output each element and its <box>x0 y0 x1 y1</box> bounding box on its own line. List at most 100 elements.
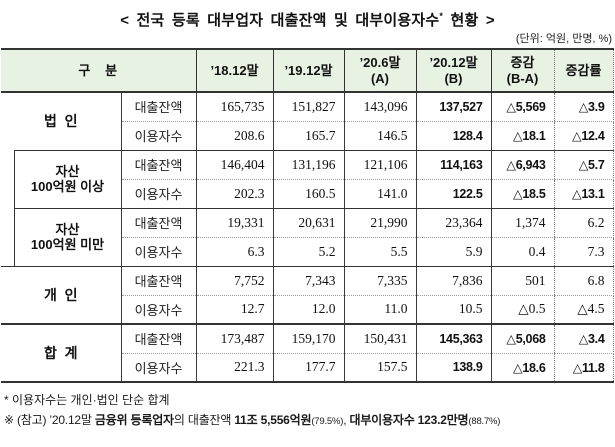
cell: 146,404 <box>195 150 273 180</box>
col-header-1812: ’18.12말 <box>195 48 273 93</box>
row-corporation-users: 이용자수 208.6 165.7 146.5 128.4 △18.1 △12.4 <box>1 121 614 151</box>
sub-label: 이용자수 <box>120 237 196 267</box>
cell: △3.4 <box>553 324 614 354</box>
cell: △5,068 <box>490 324 554 354</box>
row-asset-over-users: 이용자수 202.3 160.5 141.0 122.5 △18.5 △13.1 <box>1 179 614 209</box>
cell: 202.3 <box>195 179 273 209</box>
row-total-users: 이용자수 221.3 177.7 157.5 138.9 △18.6 △11.8 <box>1 353 614 383</box>
loan-balance-table: 구 분 ’18.12말 ’19.12말 ’20.6말 (A) ’20.12말 (B)… <box>1 48 614 383</box>
table-header-row: 구 분 ’18.12말 ’19.12말 ’20.6말 (A) ’20.12말 (B)… <box>1 48 614 93</box>
cell: 7,752 <box>195 266 273 296</box>
sub-label: 대출잔액 <box>120 208 196 238</box>
cell: △18.1 <box>490 121 554 151</box>
cell: 121,106 <box>343 150 416 180</box>
cell: 0.4 <box>490 237 554 267</box>
cell: 6.2 <box>553 208 614 238</box>
col-header-2006-a: ’20.6말 (A) <box>343 48 416 93</box>
cell: 131,196 <box>272 150 344 180</box>
group-label-individual: 개 인 <box>1 266 121 325</box>
cell: 1,374 <box>490 208 554 238</box>
cell: △4.5 <box>553 295 614 325</box>
sub-label: 대출잔액 <box>120 150 196 180</box>
cell: 145,363 <box>415 324 491 354</box>
cell: △3.9 <box>553 92 614 122</box>
title-footnote-marker: * <box>439 11 444 21</box>
sub-label: 이용자수 <box>120 121 196 151</box>
group-label-corporation: 법 인 <box>43 113 78 130</box>
cell: 157.5 <box>343 353 416 383</box>
cell: 7,343 <box>272 266 344 296</box>
cell: 137,527 <box>415 92 491 122</box>
unit-note: (단위: 억원, 만명, %) <box>515 33 612 45</box>
cell: 160.5 <box>272 179 344 209</box>
cell: 173,487 <box>195 324 273 354</box>
cell: 177.7 <box>272 353 344 383</box>
cell: 23,364 <box>415 208 491 238</box>
cell: 143,096 <box>343 92 416 122</box>
page-title: < 전국 등록 대부업자 대출잔액 및 대부이용자수* 현황 > <box>0 6 615 31</box>
cell: 20,631 <box>272 208 344 238</box>
indent-cell <box>1 150 15 267</box>
cell: 7,335 <box>343 266 416 296</box>
cell: 6.8 <box>553 266 614 296</box>
title-text: < 전국 등록 대부업자 대출잔액 및 대부이용자수 <box>120 12 440 29</box>
row-individual-users: 이용자수 12.7 12.0 11.0 10.5 △0.5 △4.5 <box>1 295 614 325</box>
col-header-change-rate: 증감률 <box>553 48 614 93</box>
cell: 5.5 <box>343 237 416 267</box>
row-corporation-loan: 법 인 대출잔액 165,735 151,827 143,096 137,527… <box>1 92 614 129</box>
group-label-asset-under-10b: 자산 100억원 미만 <box>13 208 121 267</box>
row-individual-loan: 개 인 대출잔액 7,752 7,343 7,335 7,836 501 6.8 <box>1 266 614 325</box>
title-text-end: 현황 > <box>443 12 495 29</box>
sub-label: 이용자수 <box>120 353 196 383</box>
cell: 114,163 <box>415 150 491 180</box>
sub-label: 이용자수 <box>120 295 196 325</box>
cell: 6.3 <box>195 237 273 267</box>
cell: △18.5 <box>490 179 554 209</box>
sub-label: 대출잔액 <box>120 266 196 296</box>
cell: △12.4 <box>553 121 614 151</box>
sub-label: 이용자수 <box>120 179 196 209</box>
cell: 128.4 <box>415 121 491 151</box>
cell: 7.3 <box>553 237 614 267</box>
cell: 138.9 <box>415 353 491 383</box>
row-total-loan: 합 계 대출잔액 173,487 159,170 150,431 145,363… <box>1 324 614 383</box>
cell: △6,943 <box>490 150 554 180</box>
cell: 10.5 <box>415 295 491 325</box>
cell: 21,990 <box>343 208 416 238</box>
row-asset-under-loan: 자산 100억원 미만 대출잔액 19,331 20,631 21,990 23,… <box>1 208 614 267</box>
cell: 151,827 <box>272 92 344 122</box>
cell: 12.0 <box>272 295 344 325</box>
cell: 12.7 <box>195 295 273 325</box>
footnote-users-definition: * 이용자수는 개인·법인 단순 합계 <box>4 393 170 407</box>
col-header-change: 증감 (B-A) <box>490 48 554 93</box>
cell: 141.0 <box>343 179 416 209</box>
cell: 122.5 <box>415 179 491 209</box>
row-asset-over-loan: 자산 100억원 이상 대출잔액 146,404 131,196 121,106 … <box>1 149 614 267</box>
row-asset-under-users: 이용자수 6.3 5.2 5.5 5.9 0.4 7.3 <box>1 237 614 267</box>
col-header-1912: ’19.12말 <box>272 48 344 93</box>
sub-label: 대출잔액 <box>120 92 196 122</box>
cell: 165,735 <box>195 92 273 122</box>
col-header-2012-b: ’20.12말 (B) <box>415 48 491 93</box>
cell: 165.7 <box>272 121 344 151</box>
group-label-total: 합 계 <box>1 324 121 383</box>
cell: 146.5 <box>343 121 416 151</box>
cell: △13.1 <box>553 179 614 209</box>
cell: 5.2 <box>272 237 344 267</box>
cell: 221.3 <box>195 353 273 383</box>
cell: 159,170 <box>272 324 344 354</box>
cell: 208.6 <box>195 121 273 151</box>
cell: △11.8 <box>553 353 614 383</box>
cell: △18.6 <box>490 353 554 383</box>
col-header-category: 구 분 <box>1 48 196 93</box>
sub-label: 대출잔액 <box>120 324 196 354</box>
footnote-reference: ※ (참고) ’20.12말 금융위 등록업자의 대출잔액 11조 5,556억… <box>4 413 501 427</box>
cell: 501 <box>490 266 554 296</box>
group-label-asset-over-10b: 자산 100억원 이상 <box>13 149 121 209</box>
cell: 11.0 <box>343 295 416 325</box>
cell: △0.5 <box>490 295 554 325</box>
cell: 5.9 <box>415 237 491 267</box>
cell: 19,331 <box>195 208 273 238</box>
cell: 150,431 <box>343 324 416 354</box>
